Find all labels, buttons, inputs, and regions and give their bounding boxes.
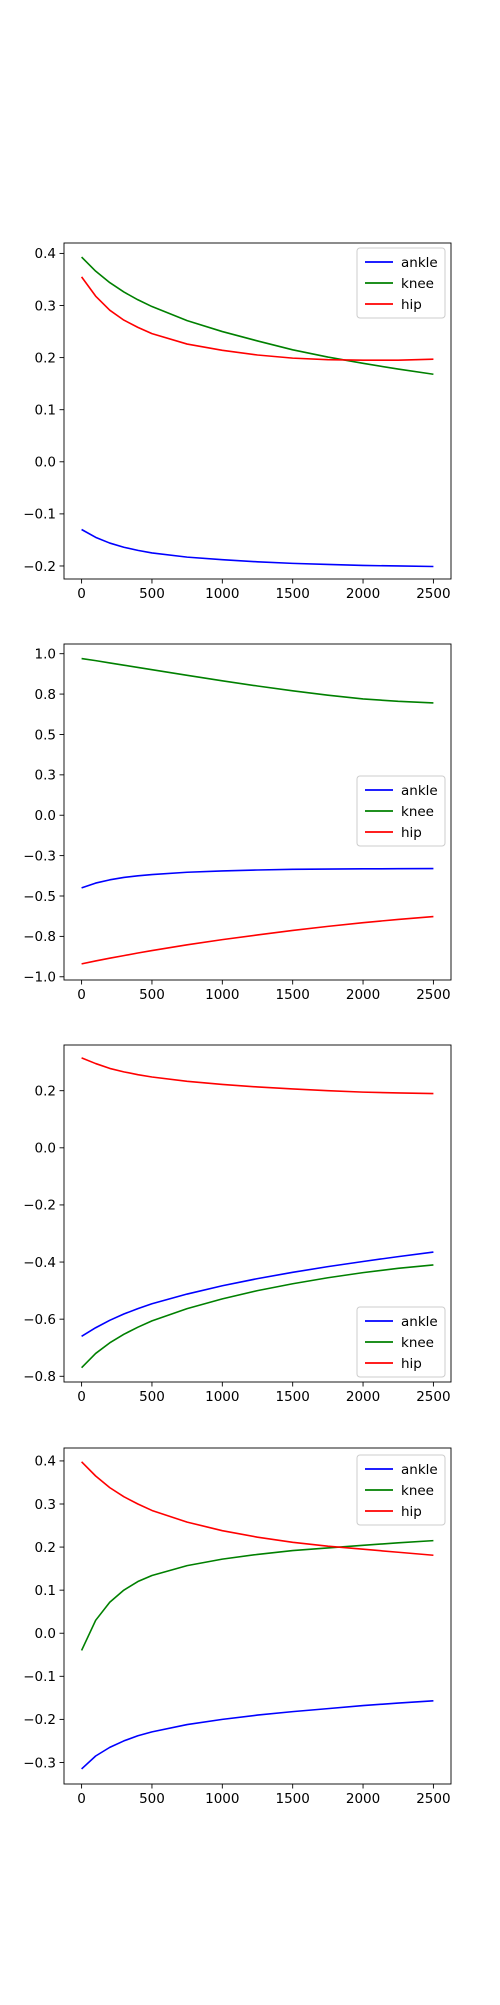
legend-label-ankle: ankle [401, 1462, 438, 1478]
x-tick-label: 1000 [205, 586, 239, 602]
legend: ankle knee hip [356, 1454, 446, 1526]
x-tick-label: 0 [77, 586, 86, 602]
y-tick-label: 0.0 [35, 455, 56, 471]
legend-box [356, 1306, 446, 1378]
y-tick-label: 0.2 [35, 350, 56, 366]
y-tick-label: −0.6 [23, 1312, 56, 1328]
x-tick-label: 1500 [276, 987, 310, 1003]
x-tick-label: 500 [139, 1389, 165, 1405]
y-tick-label: 0.5 [35, 727, 56, 743]
series-line-knee [81, 657, 434, 704]
plot-area-frame [63, 1044, 452, 1383]
y-tick-label: −0.2 [23, 559, 56, 575]
series-line-ankle [81, 1700, 434, 1770]
x-tick-label: 2000 [346, 1791, 380, 1807]
x-tick-label: 1500 [276, 586, 310, 602]
series-line-hip [81, 915, 434, 965]
y-tick-label: −0.3 [23, 1755, 56, 1771]
y-tick-label: −0.3 [23, 848, 56, 864]
legend-label-hip: hip [401, 825, 422, 841]
x-tick-label: 1000 [205, 987, 239, 1003]
series-line-hip [81, 1461, 434, 1557]
series-line-ankle [81, 528, 434, 568]
legend-label-knee: knee [401, 1483, 434, 1499]
y-tick-label: −0.8 [23, 1369, 56, 1385]
series-line-ankle [81, 1251, 434, 1337]
chart-4: 0 500 1000 1500 2000 2500 −0.3 −0.2 −0.1 0.0 0.1 0.… [23, 1447, 452, 1807]
y-tick-label: 0.0 [35, 808, 56, 824]
legend-label-hip: hip [401, 1356, 422, 1372]
x-tick-label: 500 [139, 586, 165, 602]
legend-label-ankle: ankle [401, 255, 438, 271]
x-tick-label: 0 [77, 1389, 86, 1405]
legend-label-knee: knee [401, 804, 434, 820]
x-tick-label: 2500 [416, 1791, 450, 1807]
chart-2: 0 500 1000 1500 2000 2500 −1.0 −0.8 −0.5 −0.3 0.0 0… [23, 643, 452, 1003]
x-tick-label: 2000 [346, 586, 380, 602]
y-tick-label: −0.1 [23, 1669, 56, 1685]
series-line-knee [81, 1264, 434, 1369]
y-tick-label: 0.1 [35, 402, 56, 418]
x-tick-label: 500 [139, 987, 165, 1003]
legend-label-knee: knee [401, 276, 434, 292]
legend: ankle knee hip [356, 1306, 446, 1378]
x-tick-label: 2000 [346, 987, 380, 1003]
y-tick-label: 0.4 [35, 246, 56, 262]
x-tick-label: 1000 [205, 1389, 239, 1405]
series-line-hip [81, 1057, 434, 1095]
y-tick-label: 0.0 [35, 1626, 56, 1642]
x-tick-label: 2500 [416, 586, 450, 602]
plot-area-frame [63, 643, 452, 981]
chart-3: 0 500 1000 1500 2000 2500 −0.8 −0.6 −0.4 −0.2 0.0 0… [23, 1044, 452, 1405]
y-tick-label: 0.2 [35, 1540, 56, 1556]
x-tick-label: 0 [77, 987, 86, 1003]
x-tick-label: 500 [139, 1791, 165, 1807]
legend-box [356, 1454, 446, 1526]
y-tick-label: −0.8 [23, 929, 56, 945]
x-tick-label: 0 [77, 1791, 86, 1807]
y-tick-label: 0.8 [35, 687, 56, 703]
y-tick-label: −0.4 [23, 1255, 56, 1271]
plot-area-frame [63, 1447, 452, 1785]
x-tick-label: 2000 [346, 1389, 380, 1405]
legend-label-ankle: ankle [401, 783, 438, 799]
y-tick-label: 1.0 [35, 646, 56, 662]
series-line-hip [80, 276, 434, 362]
series-line-knee [80, 1539, 434, 1651]
y-tick-label: −0.5 [23, 889, 56, 905]
y-tick-label: 0.2 [35, 1083, 56, 1099]
legend-box [356, 775, 446, 847]
x-tick-label: 2500 [416, 987, 450, 1003]
x-tick-label: 2500 [416, 1389, 450, 1405]
legend-label-hip: hip [401, 297, 422, 313]
legend-label-knee: knee [401, 1335, 434, 1351]
y-tick-label: −0.2 [23, 1712, 56, 1728]
series-line-knee [81, 256, 434, 376]
x-tick-label: 1500 [276, 1389, 310, 1405]
legend-box [356, 247, 446, 319]
plot-area-frame [63, 242, 452, 580]
x-tick-label: 1500 [276, 1791, 310, 1807]
y-tick-label: −1.0 [23, 970, 56, 986]
legend: ankle knee hip [356, 247, 446, 319]
legend-label-hip: hip [401, 1504, 422, 1520]
legend: ankle knee hip [356, 775, 446, 847]
y-tick-label: 0.1 [35, 1583, 56, 1599]
y-tick-label: −0.1 [23, 507, 56, 523]
chart-1: 0 500 1000 1500 2000 2500 −0.2 −0.1 0.0 0.1 0.2 0.3… [23, 242, 452, 602]
series-line-ankle [81, 867, 434, 889]
y-tick-label: −0.2 [23, 1198, 56, 1214]
y-tick-label: 0.3 [35, 768, 56, 784]
y-tick-label: 0.3 [35, 1497, 56, 1513]
x-tick-label: 1000 [205, 1791, 239, 1807]
legend-label-ankle: ankle [401, 1314, 438, 1330]
y-tick-label: 0.4 [35, 1454, 56, 1470]
y-tick-label: 0.3 [35, 298, 56, 314]
y-tick-label: 0.0 [35, 1141, 56, 1157]
